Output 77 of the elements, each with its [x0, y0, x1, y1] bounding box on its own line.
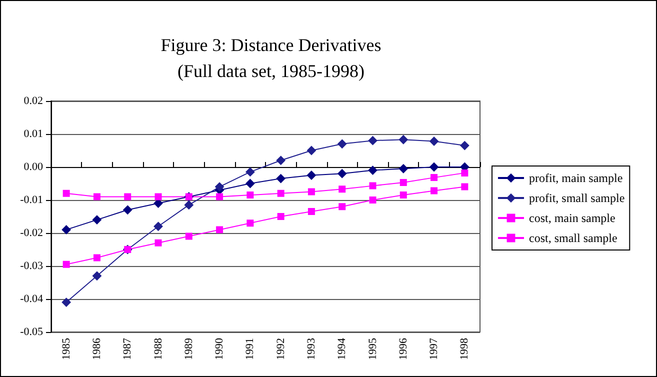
point [246, 167, 255, 176]
y-tick-label: 0.02 [24, 95, 43, 107]
y-tick-label: -0.02 [20, 227, 43, 239]
point [185, 232, 192, 240]
point [123, 205, 132, 214]
x-tick-label: 1993 [305, 338, 318, 360]
y-tick-label: -0.04 [20, 293, 44, 305]
point [461, 169, 468, 176]
point [430, 136, 439, 146]
point [398, 135, 408, 144]
x-tick-label: 1994 [336, 338, 348, 360]
point [308, 188, 315, 196]
point [430, 187, 438, 194]
point [338, 169, 347, 178]
point [338, 186, 346, 193]
chart-title: Figure 3: Distance Derivatives [160, 35, 382, 55]
legend-label: profit, main sample [529, 171, 623, 185]
point [215, 182, 224, 192]
x-tick-label: 1990 [214, 338, 226, 360]
point [62, 225, 71, 234]
point [400, 179, 407, 186]
point [246, 179, 255, 188]
legend-label: cost, main sample [529, 211, 616, 225]
x-tick-label: 1996 [397, 338, 410, 360]
x-tick-label: 1989 [182, 338, 195, 360]
point [430, 174, 438, 182]
point [368, 166, 378, 175]
point [62, 298, 71, 307]
point [277, 190, 284, 197]
point [154, 222, 163, 231]
legend-label: profit, small sample [529, 191, 625, 205]
point [308, 208, 315, 216]
point [154, 193, 162, 200]
x-tick-label: 1986 [90, 338, 103, 360]
point [400, 192, 407, 199]
point [93, 193, 100, 200]
x-tick-label: 1991 [244, 338, 256, 360]
point [398, 164, 408, 174]
point [306, 170, 316, 180]
point [124, 193, 132, 200]
point [369, 196, 376, 204]
point [276, 174, 286, 184]
legend-label: cost, small sample [529, 231, 618, 245]
point [338, 139, 347, 148]
x-tick-label: 1995 [366, 338, 379, 360]
point [461, 183, 468, 190]
y-tick-label: 0.00 [24, 161, 44, 173]
point [338, 203, 346, 210]
point [369, 182, 376, 190]
point [246, 220, 254, 227]
point [368, 136, 378, 146]
point [460, 141, 470, 150]
x-tick-label: 1998 [458, 338, 471, 360]
point [93, 254, 100, 262]
point [154, 239, 162, 246]
point [62, 260, 70, 268]
point [246, 192, 254, 199]
point [92, 215, 102, 224]
point [184, 200, 194, 210]
point [276, 156, 286, 165]
x-tick-label: 1987 [122, 338, 134, 360]
point [277, 213, 284, 220]
point [430, 162, 439, 172]
point [306, 146, 316, 155]
point [62, 190, 70, 197]
x-tick-label: 1988 [152, 338, 164, 360]
point [216, 193, 224, 200]
x-tick-label: 1985 [60, 338, 72, 360]
y-tick-label: -0.03 [20, 260, 44, 272]
x-tick-label: 1992 [274, 338, 287, 360]
y-tick-label: -0.01 [20, 194, 43, 206]
y-tick-label: 0.01 [24, 128, 43, 140]
point [216, 226, 224, 234]
chart-subtitle: (Full data set, 1985-1998) [178, 61, 364, 81]
y-tick-label: -0.05 [20, 326, 44, 338]
x-tick-label: 1997 [428, 338, 440, 360]
point [92, 271, 102, 280]
